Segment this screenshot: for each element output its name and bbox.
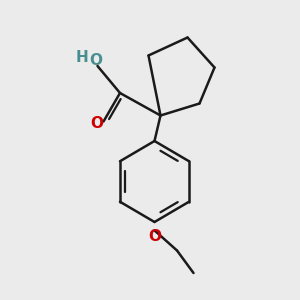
Text: H: H [76, 50, 88, 65]
Text: O: O [148, 229, 161, 244]
Text: O: O [89, 53, 103, 68]
Text: O: O [90, 116, 104, 130]
